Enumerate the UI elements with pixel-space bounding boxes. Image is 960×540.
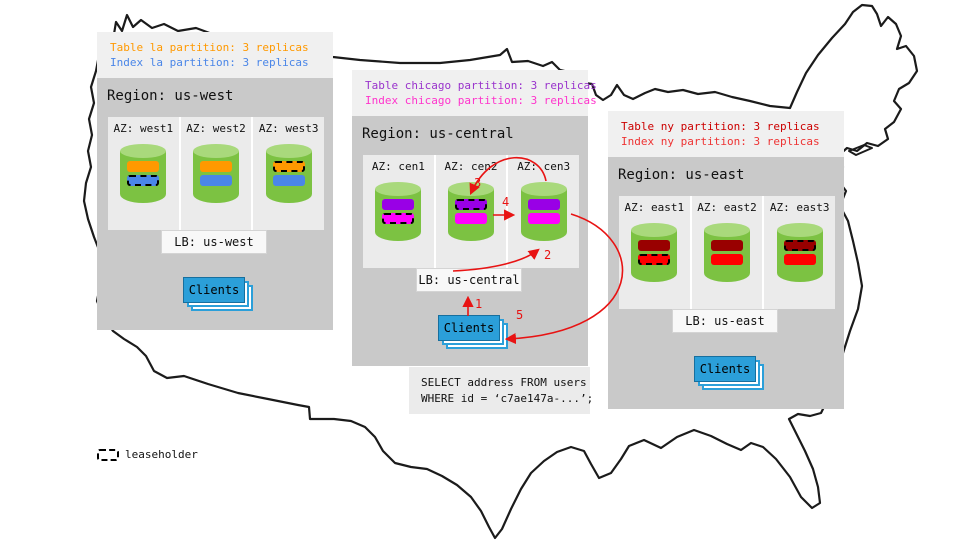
table-partition-leaseholder xyxy=(272,161,305,172)
az-column-west3: AZ: west3 xyxy=(253,117,325,230)
az-label: AZ: west3 xyxy=(258,122,319,135)
clients-stack: Clients xyxy=(183,277,253,311)
database-cylinder xyxy=(704,223,750,282)
legend-label: leaseholder xyxy=(125,448,198,461)
index-partition-replica xyxy=(455,213,487,224)
table-partition-replica xyxy=(127,161,160,172)
region-box-us-west: Region: us-west AZ: west1 AZ: west2 xyxy=(97,78,333,330)
database-cylinder xyxy=(631,223,678,282)
database-cylinder xyxy=(375,182,422,241)
table-partition-replica xyxy=(711,240,743,251)
table-partition-leaseholder xyxy=(783,240,816,251)
index-partition-replica xyxy=(272,175,305,186)
partition-annotation-us-central: Table chicago partition: 3 replicas Inde… xyxy=(352,70,597,116)
az-label: AZ: east2 xyxy=(697,201,757,214)
az-panel: AZ: west1 AZ: west2 AZ: west3 xyxy=(108,117,325,230)
load-balancer-us-west: LB: us-west xyxy=(161,230,267,254)
flow-step-2: 2 xyxy=(544,248,552,262)
index-partition-leaseholder xyxy=(382,213,415,224)
clients-label: Clients xyxy=(443,321,495,335)
region-group-us-east: Table ny partition: 3 replicas Index ny … xyxy=(608,111,844,409)
database-cylinder xyxy=(520,182,567,241)
az-label: AZ: cen3 xyxy=(517,160,571,173)
index-partition-leaseholder xyxy=(127,175,160,186)
region-group-us-west: Table la partition: 3 replicas Index la … xyxy=(97,32,333,330)
az-panel: AZ: east1 AZ: east2 AZ: east3 xyxy=(619,196,836,309)
flow-step-4: 4 xyxy=(502,195,510,209)
table-partition-replica xyxy=(200,161,232,172)
region-title: Region: us-east xyxy=(618,167,745,183)
database-cylinder xyxy=(120,144,167,203)
table-partition-replica xyxy=(638,240,671,251)
flow-step-5: 5 xyxy=(516,308,524,322)
clients-stack: Clients xyxy=(438,315,508,349)
az-label: AZ: west1 xyxy=(113,122,174,135)
clients-label: Clients xyxy=(188,283,240,297)
partition-annotation-us-west: Table la partition: 3 replicas Index la … xyxy=(97,32,333,78)
az-label: AZ: east3 xyxy=(769,201,830,214)
clients-stack: Clients xyxy=(694,356,764,390)
table-partition-leaseholder xyxy=(455,199,487,210)
az-column-west2: AZ: west2 xyxy=(180,117,252,230)
leaseholder-swatch-icon xyxy=(97,448,119,461)
sql-query-box: SELECT address FROM users WHERE id = ‘c7… xyxy=(409,367,594,414)
table-partition-note: Table la partition: 3 replicas xyxy=(110,41,309,54)
az-label: AZ: west2 xyxy=(186,122,246,135)
index-partition-note: Index la partition: 3 replicas xyxy=(110,56,309,69)
region-title: Region: us-west xyxy=(107,88,234,104)
flow-step-1: 1 xyxy=(475,297,483,311)
az-column-west1: AZ: west1 xyxy=(108,117,179,230)
az-label: AZ: east1 xyxy=(624,201,685,214)
az-column-east2: AZ: east2 xyxy=(691,196,763,309)
database-cylinder xyxy=(776,223,823,282)
database-cylinder xyxy=(265,144,312,203)
flow-step-3: 3 xyxy=(474,176,482,190)
az-column-cen1: AZ: cen1 xyxy=(363,155,434,268)
sql-query-line2: WHERE id = ‘c7ae147a-...’; xyxy=(421,392,594,405)
index-partition-replica xyxy=(200,175,232,186)
region-title: Region: us-central xyxy=(362,126,514,142)
load-balancer-us-east: LB: us-east xyxy=(672,309,778,333)
clients-label: Clients xyxy=(699,362,751,376)
load-balancer-us-central: LB: us-central xyxy=(416,268,522,292)
index-partition-note: Index ny partition: 3 replicas xyxy=(621,135,820,148)
index-partition-leaseholder xyxy=(638,254,671,265)
sql-query-line1: SELECT address FROM users xyxy=(421,376,587,389)
database-cylinder xyxy=(193,144,239,203)
region-box-us-central: Region: us-central AZ: cen1 AZ: cen2 xyxy=(352,116,588,366)
region-group-us-central: Table chicago partition: 3 replicas Inde… xyxy=(352,70,597,414)
clients-box: Clients xyxy=(438,315,500,341)
index-partition-replica xyxy=(527,213,560,224)
table-partition-note: Table ny partition: 3 replicas xyxy=(621,120,820,133)
index-partition-note: Index chicago partition: 3 replicas xyxy=(365,94,597,107)
database-cylinder xyxy=(448,182,494,241)
az-column-east3: AZ: east3 xyxy=(764,196,836,309)
legend: leaseholder xyxy=(97,448,198,461)
table-partition-replica xyxy=(527,199,560,210)
partition-annotation-us-east: Table ny partition: 3 replicas Index ny … xyxy=(608,111,844,157)
region-box-us-east: Region: us-east AZ: east1 AZ: east2 xyxy=(608,157,844,409)
clients-box: Clients xyxy=(694,356,756,382)
az-column-east1: AZ: east1 xyxy=(619,196,690,309)
az-label: AZ: cen1 xyxy=(371,160,425,173)
clients-box: Clients xyxy=(183,277,245,303)
az-column-cen2: AZ: cen2 xyxy=(435,155,507,268)
index-partition-replica xyxy=(711,254,743,265)
index-partition-replica xyxy=(783,254,816,265)
table-partition-replica xyxy=(382,199,415,210)
table-partition-note: Table chicago partition: 3 replicas xyxy=(365,79,597,92)
long-island-outline xyxy=(848,144,873,156)
az-label: AZ: cen2 xyxy=(444,160,498,173)
